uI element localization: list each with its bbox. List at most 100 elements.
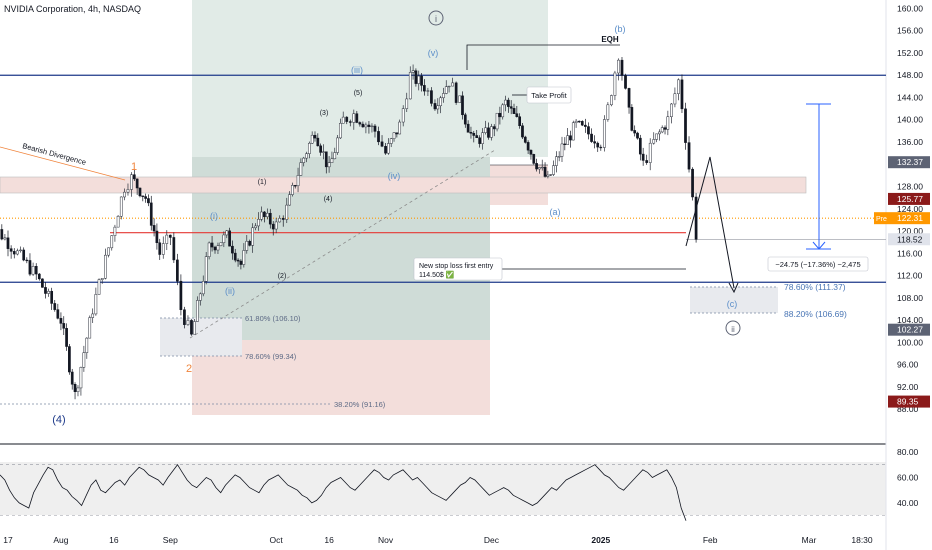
candle-body (367, 124, 371, 127)
candle-body (345, 116, 349, 122)
candle-body (254, 225, 257, 229)
candle-body (610, 95, 613, 106)
candle-body (540, 166, 544, 169)
x-tick-label: 16 (109, 535, 119, 545)
wave-label-i-paren: (i) (210, 211, 218, 221)
price-tag-bg (888, 395, 930, 408)
candle-body (405, 98, 409, 109)
candle-body (104, 254, 107, 279)
candle-body (475, 135, 479, 138)
zone-resistance-band (0, 176, 807, 194)
candle-body (216, 245, 220, 251)
candle-body (341, 116, 345, 124)
sub-wave-2: (2) (278, 273, 287, 280)
candle-body (463, 114, 467, 125)
sub-wave-5: (5) (354, 90, 363, 97)
candle-body (268, 212, 272, 225)
stop-loss-line2: 114.50$ ✅ (419, 270, 455, 279)
candle-body (620, 59, 624, 76)
candle-body (9, 248, 13, 252)
candle-body (358, 122, 362, 125)
candle-body (630, 107, 634, 131)
candle-body (225, 230, 229, 236)
candle-body (395, 132, 399, 135)
candle-body (492, 126, 496, 130)
zone-green-top (192, 0, 548, 157)
candle-body (126, 189, 130, 193)
candle-body (451, 82, 454, 87)
candle-body (580, 121, 584, 126)
price-tag: 122.31 (897, 213, 923, 223)
price-tag: 118.52 (897, 234, 923, 244)
candle-body (535, 163, 538, 170)
candle-body (538, 167, 541, 170)
candle-body (91, 313, 95, 318)
candle-body (348, 121, 352, 123)
wave-label-a: (a) (550, 207, 561, 217)
candle-body (333, 152, 337, 160)
wave-label-4: (4) (52, 414, 65, 426)
candle-body (364, 124, 368, 128)
candle-body (100, 278, 104, 280)
candle-body (82, 352, 86, 368)
candle-body (377, 131, 380, 143)
candle-body (389, 138, 393, 144)
wave-circle-ii (725, 320, 741, 336)
candle-body (529, 149, 533, 155)
fib-882-label: 88.20% (106.69) (784, 309, 847, 319)
candle-body (487, 127, 490, 138)
price-tag-bg (888, 212, 930, 225)
candle-body (526, 142, 530, 151)
candle-body (158, 242, 162, 255)
candle-body (478, 137, 482, 144)
wave-label-b: (b) (615, 24, 626, 34)
price-tag-bg (888, 233, 930, 246)
candle-body (549, 174, 553, 176)
candle-body (288, 194, 291, 206)
fib-786-left-label: 78.60% (99.34) (245, 352, 297, 361)
candle-body (130, 174, 133, 190)
wave-label-2-orange: 2 (186, 363, 192, 375)
candle-body (330, 158, 334, 163)
projection-path (685, 156, 735, 289)
candle-body (380, 141, 384, 147)
y-tick-label: 100.00 (897, 337, 923, 347)
candle-body (70, 371, 74, 385)
price-tag-pre: Pre (876, 216, 887, 223)
y-tick-label: 112.00 (897, 271, 923, 281)
candle-body (94, 294, 98, 315)
measure-box (767, 256, 869, 272)
candle-body (666, 116, 670, 130)
candle-body (138, 187, 142, 197)
y-tick-label: 120.00 (897, 226, 923, 236)
rsi-line (0, 463, 687, 521)
candle-body (116, 216, 120, 228)
candle-body (563, 143, 567, 145)
candle-body (660, 127, 664, 133)
x-tick-label: 17 (3, 535, 13, 545)
x-tick-label: Nov (378, 535, 394, 545)
x-tick-label: 16 (324, 535, 334, 545)
x-tick-label: Mar (802, 535, 817, 545)
candle-body (481, 132, 484, 144)
candle-body (694, 196, 698, 240)
rsi-band (0, 462, 886, 515)
x-tick-label: Dec (484, 535, 500, 545)
candle-body (663, 127, 667, 130)
price-tag: 89.35 (897, 397, 919, 407)
candle-body (670, 103, 673, 117)
bearish-divergence-label: Bearish Divergence (21, 141, 87, 167)
candle-body (461, 95, 464, 116)
candle-body (336, 137, 339, 153)
y-tick-label: 92.00 (897, 382, 919, 392)
candle-body (430, 90, 433, 104)
candle-body (633, 130, 637, 134)
candle-body (62, 323, 66, 329)
candle-body (110, 235, 114, 249)
candle-body (204, 256, 208, 282)
price-tag-bg (888, 156, 930, 169)
candle-body (245, 241, 249, 251)
y-tick-label: 136.00 (897, 137, 923, 147)
candle-body (316, 137, 320, 147)
